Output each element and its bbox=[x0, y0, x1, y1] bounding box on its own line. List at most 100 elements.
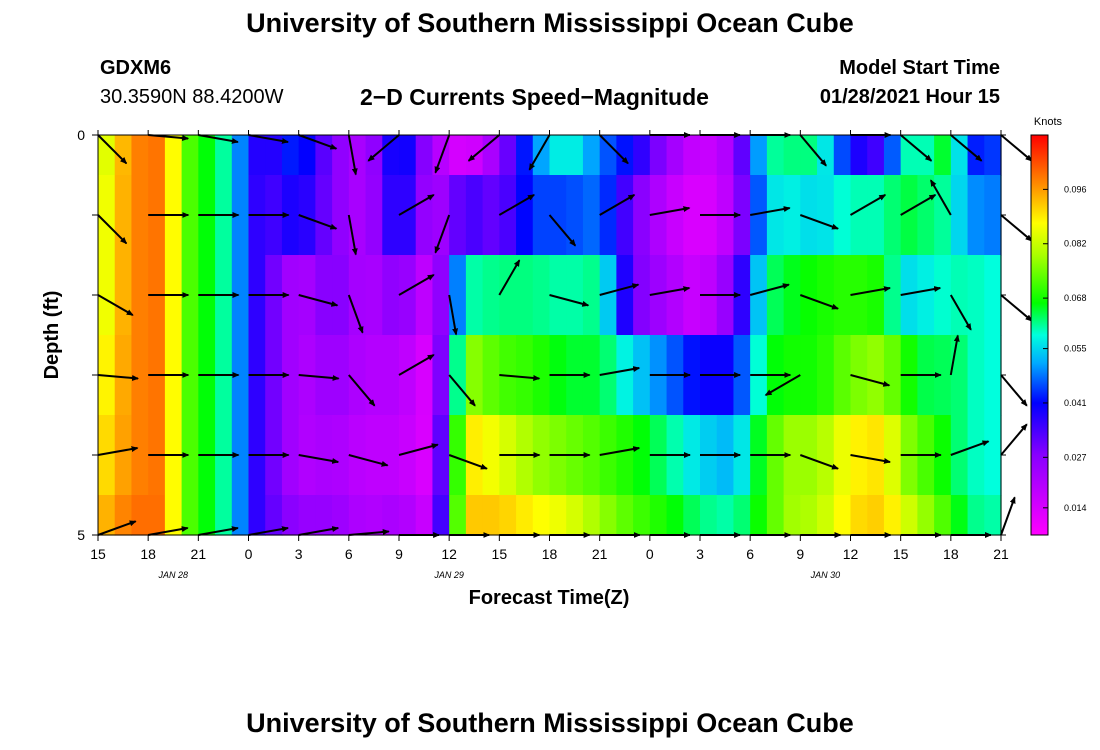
heatmap-cell bbox=[649, 495, 668, 536]
heatmap-cell bbox=[499, 495, 517, 536]
current-vector-arrow bbox=[248, 134, 289, 144]
heatmap-cell bbox=[783, 255, 801, 336]
current-vector-arrow bbox=[548, 214, 577, 247]
colorbar: Knots 0.014 0.027 0.041 0.055 0.068 0.082 0.09… bbox=[1030, 116, 1087, 536]
current-vector-arrow bbox=[97, 374, 139, 381]
heatmap-cell bbox=[164, 495, 183, 536]
heatmap-cell bbox=[582, 495, 601, 536]
heatmap-cell bbox=[549, 135, 567, 176]
heatmap-cell bbox=[231, 255, 250, 336]
heatmap-cell bbox=[516, 175, 534, 256]
heatmap-cell bbox=[516, 255, 534, 336]
heatmap-cell bbox=[800, 415, 818, 496]
current-vector-arrow bbox=[348, 529, 390, 536]
current-vector-arrow bbox=[97, 446, 139, 456]
heatmap-cell bbox=[365, 255, 383, 336]
heatmap-cell bbox=[867, 335, 885, 416]
heatmap-cell bbox=[950, 495, 969, 536]
heatmap-cell bbox=[131, 415, 149, 496]
heatmap-cell bbox=[315, 415, 333, 496]
heatmap-cell bbox=[265, 495, 283, 536]
current-vector-arrow bbox=[850, 286, 891, 296]
heatmap-cell bbox=[633, 415, 651, 496]
x-tick-label: 21 bbox=[592, 546, 608, 562]
heatmap-cell bbox=[482, 335, 500, 416]
heatmap-cell bbox=[984, 415, 1002, 496]
heatmap-cell bbox=[348, 175, 367, 256]
current-vector-arrow bbox=[298, 214, 338, 230]
heatmap-cell bbox=[332, 175, 350, 256]
heatmap-cell bbox=[499, 135, 517, 176]
heatmap-cell bbox=[449, 175, 467, 256]
current-vector-arrow bbox=[549, 294, 590, 307]
x-tick-label: 18 bbox=[542, 546, 558, 562]
heatmap-cell bbox=[934, 495, 952, 536]
heatmap-cell bbox=[883, 255, 902, 336]
current-vector-arrow bbox=[434, 214, 451, 254]
x-tick-label: 12 bbox=[441, 546, 457, 562]
heatmap-cell bbox=[315, 175, 333, 256]
heatmap-cell bbox=[867, 255, 885, 336]
heatmap-cell bbox=[800, 135, 818, 176]
current-vector-arrow bbox=[498, 259, 521, 296]
heatmap-cell bbox=[750, 135, 768, 176]
heatmap-cell bbox=[967, 255, 985, 336]
heatmap-cell bbox=[883, 135, 902, 176]
heatmap-cell bbox=[365, 175, 383, 256]
heatmap-cell bbox=[98, 135, 116, 176]
heatmap-cell bbox=[582, 135, 601, 176]
heatmap-cell bbox=[833, 415, 852, 496]
heatmap-cell bbox=[616, 175, 634, 256]
current-vector-arrow bbox=[799, 134, 827, 167]
heatmap-cell bbox=[432, 495, 450, 536]
heatmap-cell bbox=[181, 175, 199, 256]
heatmap-cell bbox=[934, 175, 952, 256]
heatmap-cell bbox=[733, 175, 751, 256]
heatmap-cell bbox=[984, 495, 1002, 536]
current-vector-arrow bbox=[799, 294, 839, 310]
heatmap-cell bbox=[582, 175, 601, 256]
current-vector-arrow bbox=[148, 526, 189, 536]
current-vector-arrow bbox=[347, 214, 358, 256]
heatmap-cell bbox=[566, 175, 584, 256]
current-vector-arrow bbox=[298, 294, 339, 307]
heatmap-cell bbox=[750, 495, 768, 536]
heatmap-cells bbox=[98, 135, 1002, 536]
heatmap-cell bbox=[984, 135, 1002, 176]
heatmap-cell bbox=[432, 335, 450, 416]
current-vector-arrow bbox=[1000, 294, 1033, 322]
heatmap-cell bbox=[365, 415, 383, 496]
y-tick-label: 0 bbox=[77, 127, 85, 143]
heatmap-cell bbox=[315, 495, 333, 536]
colorbar-tick-label: 0.014 bbox=[1064, 503, 1087, 513]
heatmap-cell bbox=[465, 255, 484, 336]
current-vector-arrow bbox=[599, 366, 641, 376]
current-vector-arrow bbox=[498, 194, 535, 216]
heatmap-cell bbox=[633, 335, 651, 416]
x-tick-label: 3 bbox=[696, 546, 704, 562]
heatmap-cell bbox=[482, 255, 500, 336]
x-tick-label: 12 bbox=[843, 546, 859, 562]
heatmap-cell bbox=[248, 135, 266, 176]
date-label: JAN 29 bbox=[433, 570, 464, 580]
heatmap-cell bbox=[599, 135, 617, 176]
heatmap-cell bbox=[950, 335, 969, 416]
current-vector-arrow bbox=[398, 354, 435, 376]
heatmap-cell bbox=[883, 415, 902, 496]
heatmap-cell bbox=[114, 255, 133, 336]
heatmap-cell bbox=[281, 175, 300, 256]
current-vector-arrow bbox=[198, 134, 239, 144]
heatmap-cell bbox=[298, 255, 316, 336]
heatmap-cell bbox=[883, 175, 902, 256]
heatmap-cell bbox=[516, 495, 534, 536]
heatmap-cell bbox=[900, 175, 918, 256]
heatmap-cell bbox=[348, 495, 367, 536]
x-axis-label: Forecast Time(Z) bbox=[469, 587, 630, 609]
heatmap-cell bbox=[783, 175, 801, 256]
heatmap-cell bbox=[415, 175, 434, 256]
current-vector-arrow bbox=[347, 134, 358, 176]
heatmap-cell bbox=[265, 135, 283, 176]
heatmap-cell bbox=[817, 335, 835, 416]
current-vector-arrow bbox=[749, 283, 790, 296]
heatmap-cell bbox=[750, 175, 768, 256]
